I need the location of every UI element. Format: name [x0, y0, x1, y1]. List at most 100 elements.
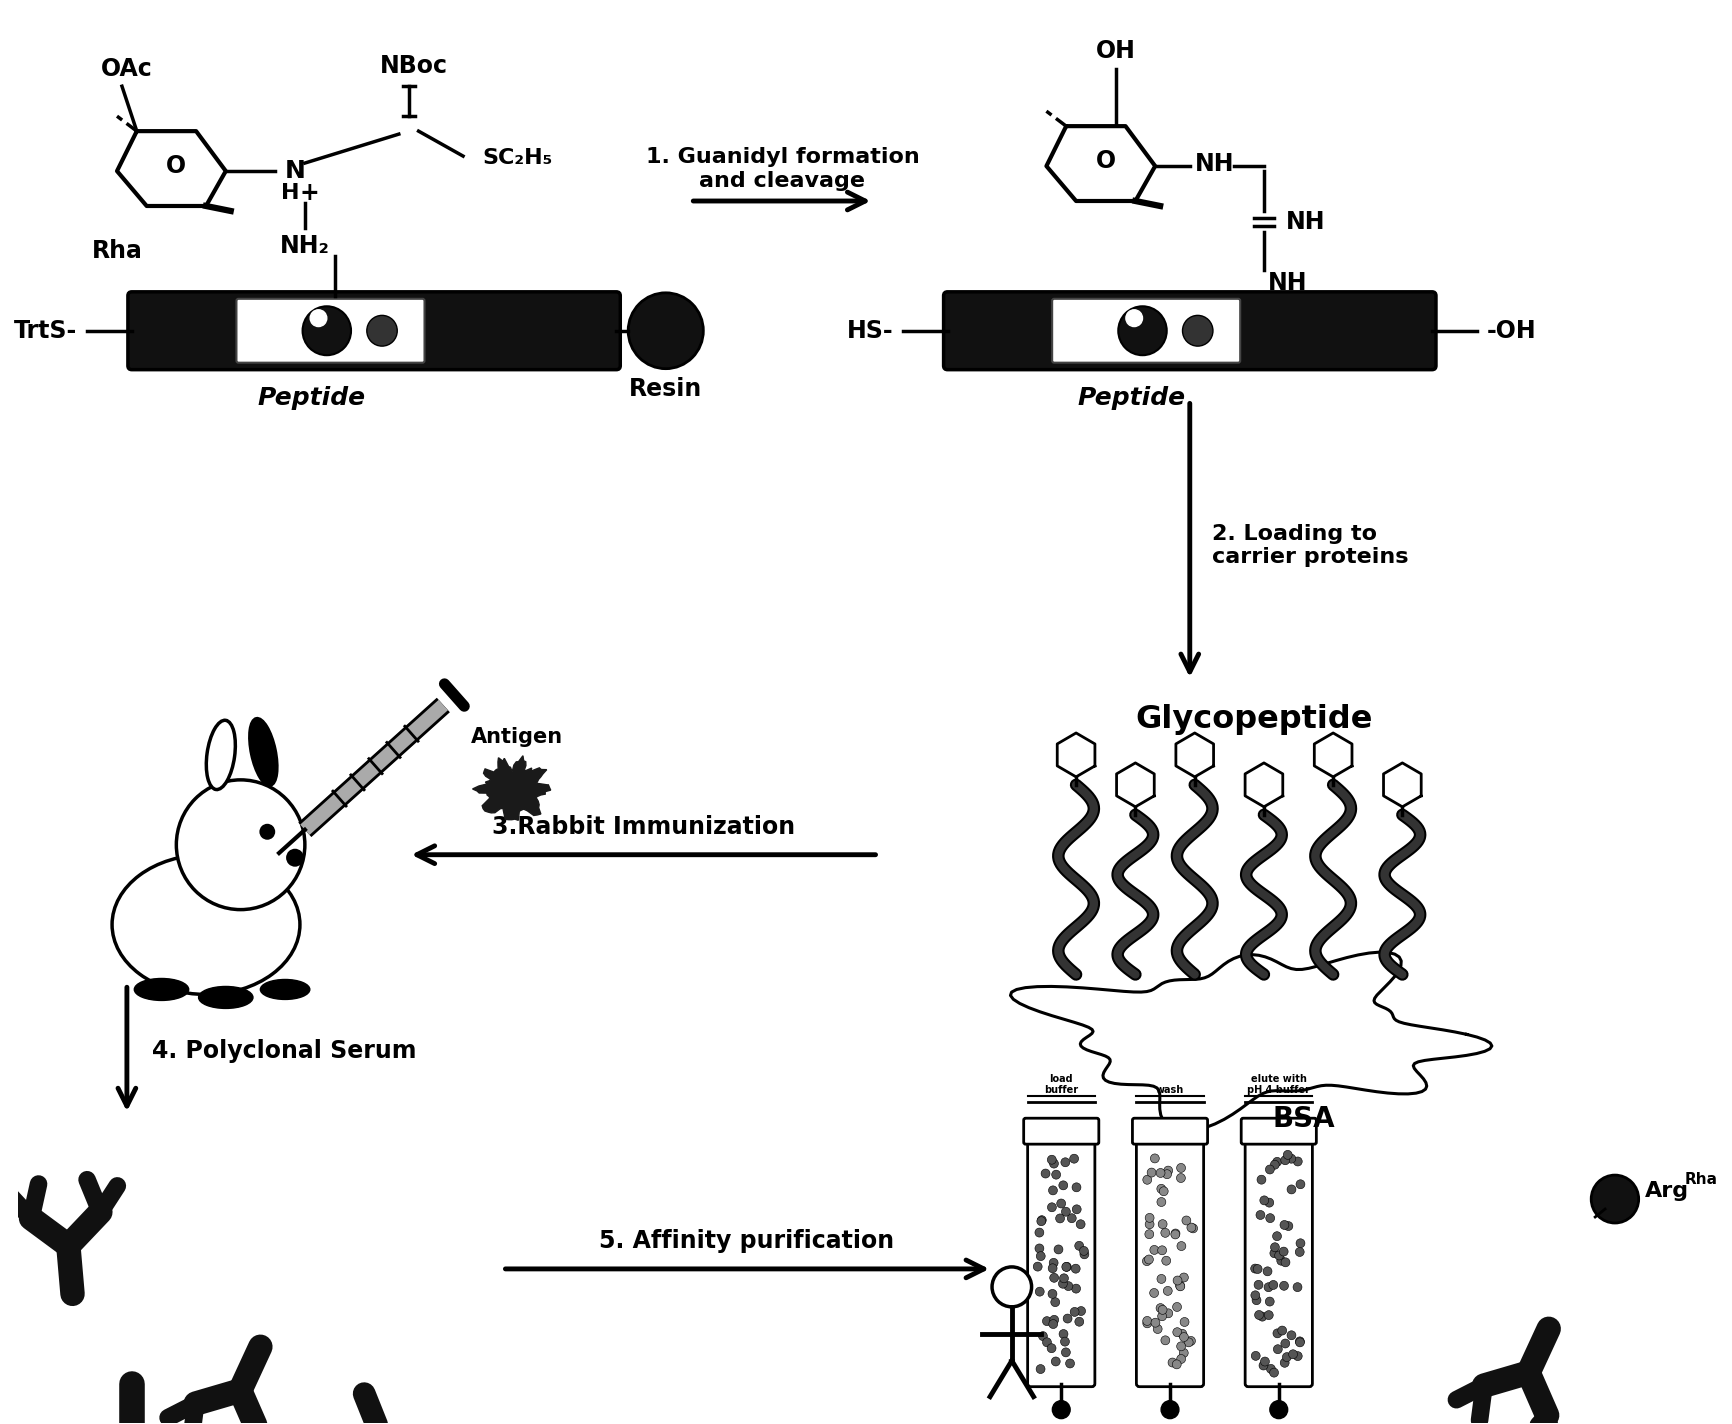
- Text: Antigen: Antigen: [471, 726, 563, 748]
- Circle shape: [1283, 1222, 1292, 1230]
- Circle shape: [1264, 1165, 1273, 1173]
- Circle shape: [1037, 1216, 1046, 1225]
- Circle shape: [1048, 1259, 1058, 1267]
- Circle shape: [1174, 1282, 1185, 1290]
- FancyBboxPatch shape: [1131, 1118, 1207, 1143]
- Circle shape: [1150, 1319, 1159, 1327]
- Circle shape: [1280, 1156, 1289, 1165]
- Text: Peptide: Peptide: [1077, 386, 1185, 410]
- Ellipse shape: [113, 854, 300, 994]
- Circle shape: [1070, 1307, 1079, 1316]
- Circle shape: [1287, 1331, 1296, 1340]
- Circle shape: [1157, 1198, 1166, 1206]
- Circle shape: [1287, 1185, 1296, 1193]
- Circle shape: [1055, 1213, 1063, 1223]
- Circle shape: [1062, 1314, 1072, 1323]
- Circle shape: [1048, 1186, 1057, 1195]
- Text: 3.Rabbit Immunization: 3.Rabbit Immunization: [492, 815, 795, 839]
- Text: N: N: [284, 159, 305, 184]
- Circle shape: [1257, 1361, 1268, 1370]
- Circle shape: [1072, 1205, 1081, 1213]
- Circle shape: [1037, 1331, 1046, 1340]
- Circle shape: [1178, 1330, 1186, 1339]
- Circle shape: [1160, 1401, 1178, 1418]
- Text: SC₂H₅: SC₂H₅: [483, 148, 553, 168]
- Circle shape: [1046, 1155, 1055, 1165]
- Circle shape: [1060, 1208, 1070, 1216]
- Text: O: O: [166, 154, 187, 178]
- Text: NH₂: NH₂: [281, 234, 329, 258]
- Text: Rha: Rha: [1684, 1172, 1716, 1186]
- Circle shape: [1294, 1247, 1304, 1256]
- Circle shape: [1181, 315, 1212, 346]
- Circle shape: [1278, 1282, 1287, 1290]
- Circle shape: [1171, 1229, 1179, 1237]
- Circle shape: [1155, 1303, 1164, 1313]
- Circle shape: [1179, 1273, 1188, 1282]
- Circle shape: [1287, 1155, 1296, 1163]
- Circle shape: [627, 293, 703, 369]
- Circle shape: [1257, 1312, 1266, 1321]
- Text: load
buffer: load buffer: [1044, 1074, 1077, 1095]
- Circle shape: [1072, 1183, 1081, 1192]
- Circle shape: [1186, 1223, 1195, 1232]
- Circle shape: [1160, 1256, 1171, 1265]
- Text: Peptide: Peptide: [256, 386, 365, 410]
- Circle shape: [1050, 1159, 1058, 1168]
- Polygon shape: [1010, 953, 1491, 1131]
- Circle shape: [1162, 1169, 1171, 1179]
- Text: -OH: -OH: [1486, 319, 1535, 343]
- Circle shape: [1058, 1279, 1067, 1289]
- Circle shape: [1043, 1317, 1051, 1326]
- Circle shape: [1590, 1175, 1638, 1223]
- Circle shape: [1256, 1175, 1264, 1185]
- Circle shape: [1167, 1358, 1176, 1367]
- Circle shape: [1034, 1287, 1044, 1296]
- Circle shape: [1280, 1220, 1289, 1229]
- Text: 2. Loading to
carrier proteins: 2. Loading to carrier proteins: [1211, 524, 1406, 567]
- Text: OAc: OAc: [100, 57, 152, 81]
- Polygon shape: [1382, 763, 1420, 807]
- Circle shape: [1176, 1341, 1185, 1351]
- Circle shape: [1162, 1286, 1171, 1296]
- Circle shape: [1062, 1262, 1070, 1272]
- Circle shape: [1069, 1155, 1077, 1163]
- Circle shape: [1076, 1220, 1084, 1229]
- Circle shape: [1048, 1289, 1057, 1299]
- Circle shape: [1164, 1166, 1173, 1175]
- Circle shape: [1036, 1364, 1044, 1374]
- Circle shape: [1145, 1230, 1154, 1239]
- Text: NH: NH: [1285, 209, 1325, 234]
- Circle shape: [1271, 1232, 1280, 1240]
- Circle shape: [1263, 1283, 1273, 1292]
- Circle shape: [1046, 1203, 1057, 1212]
- Circle shape: [1181, 1216, 1190, 1225]
- Circle shape: [1270, 1401, 1287, 1418]
- FancyBboxPatch shape: [942, 292, 1436, 370]
- Circle shape: [1079, 1246, 1088, 1256]
- Text: TrtS-: TrtS-: [14, 319, 78, 343]
- Circle shape: [1051, 1171, 1060, 1179]
- Circle shape: [1263, 1267, 1271, 1276]
- Circle shape: [1157, 1185, 1166, 1193]
- Circle shape: [1147, 1168, 1155, 1178]
- Circle shape: [1289, 1350, 1297, 1358]
- Circle shape: [1053, 1245, 1062, 1255]
- Polygon shape: [1057, 733, 1095, 778]
- Circle shape: [1157, 1312, 1166, 1320]
- Circle shape: [1157, 1274, 1166, 1283]
- Circle shape: [1254, 1280, 1263, 1289]
- Text: Resin: Resin: [629, 376, 701, 400]
- Circle shape: [1282, 1353, 1290, 1361]
- Circle shape: [1036, 1252, 1044, 1260]
- Circle shape: [1296, 1179, 1304, 1189]
- Circle shape: [286, 849, 303, 867]
- Circle shape: [260, 823, 275, 840]
- Ellipse shape: [206, 721, 236, 789]
- FancyBboxPatch shape: [236, 299, 424, 363]
- Circle shape: [1051, 1357, 1060, 1366]
- Circle shape: [1074, 1242, 1082, 1250]
- Circle shape: [1259, 1196, 1268, 1205]
- Text: +: +: [300, 181, 319, 205]
- Circle shape: [1048, 1320, 1057, 1329]
